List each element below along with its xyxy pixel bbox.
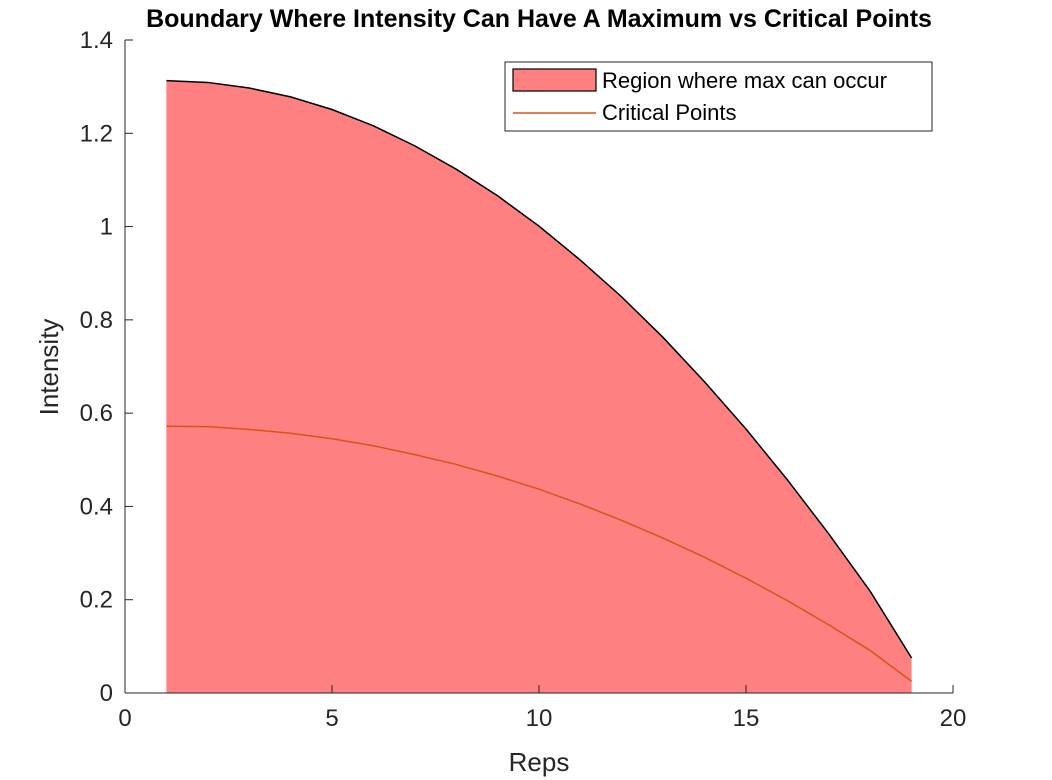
x-tick-label: 15 [733, 705, 760, 732]
y-tick-label: 0.6 [80, 400, 113, 427]
y-tick-label: 0 [100, 680, 113, 707]
legend-label-region: Region where max can occur [602, 68, 887, 93]
series-area-edge-region-where-max-can-occur [166, 79, 913, 659]
y-tick-label: 0.2 [80, 587, 113, 614]
legend: Region where max can occur Critical Poin… [504, 61, 933, 132]
y-axis-label: Intensity [34, 319, 64, 416]
legend-swatch-region [512, 68, 597, 92]
y-tick-label: 0.4 [80, 493, 113, 520]
y-tick-label: 1.2 [80, 120, 113, 147]
series-area-region-where-max-can-occur [166, 80, 912, 693]
y-tick-label: 1.4 [80, 27, 113, 54]
plot-area [166, 79, 913, 693]
x-tick-label: 20 [940, 705, 967, 732]
x-axis-label: Reps [509, 747, 570, 777]
axes: 0 5 10 15 20 0 0.2 0.4 0.6 0.8 1 1.2 1.4 [80, 27, 967, 732]
x-tick-label: 0 [118, 705, 131, 732]
chart-title: Boundary Where Intensity Can Have A Maxi… [146, 5, 932, 33]
series-line-critical-points [166, 425, 913, 682]
legend-label-critical-points: Critical Points [602, 100, 736, 125]
x-tick-label: 5 [325, 705, 338, 732]
y-tick-label: 0.8 [80, 307, 113, 334]
x-tick-label: 10 [526, 705, 553, 732]
y-tick-label: 1 [100, 214, 113, 241]
